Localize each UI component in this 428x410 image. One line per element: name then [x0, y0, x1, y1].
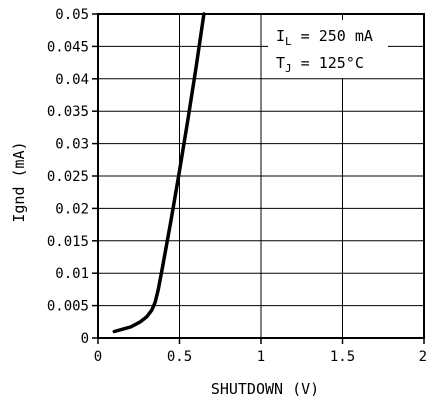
annotation-box: IL = 250 mA TJ = 125°C [268, 20, 388, 78]
annotation-junction-temp: TJ = 125°C [276, 54, 364, 75]
x-tick-label: 2 [419, 349, 427, 365]
y-tick-label: 0.02 [55, 201, 89, 217]
y-axis-ticks: 0 0.005 0.01 0.015 0.02 0.025 0.03 0.035 0.04 0.0… [47, 7, 98, 347]
x-tick-label: 1 [257, 349, 265, 365]
x-axis-title: SHUTDOWN (V) [211, 380, 319, 398]
annotation-load-current: IL = 250 mA [276, 27, 373, 48]
y-tick-label: 0.04 [55, 72, 89, 88]
y-tick-label: 0.025 [47, 169, 89, 185]
y-tick-label: 0.03 [55, 137, 89, 153]
series-line [112, 12, 206, 334]
y-tick-label: 0.015 [47, 234, 89, 250]
x-tick-label: 0.5 [167, 349, 192, 365]
annotation-background [268, 20, 388, 78]
y-tick-label: 0.045 [47, 39, 89, 55]
x-tick-label: 0 [94, 349, 102, 365]
x-axis-ticks: 0 0.5 1 1.5 2 [94, 338, 427, 365]
series-layer [112, 12, 206, 334]
y-tick-label: 0.01 [55, 266, 89, 282]
y-tick-label: 0.05 [55, 7, 89, 23]
y-tick-label: 0.035 [47, 104, 89, 120]
x-tick-label: 1.5 [330, 349, 355, 365]
y-tick-label: 0 [81, 331, 89, 347]
y-tick-label: 0.005 [47, 299, 89, 315]
y-axis-title: Ignd (mA) [10, 141, 28, 222]
